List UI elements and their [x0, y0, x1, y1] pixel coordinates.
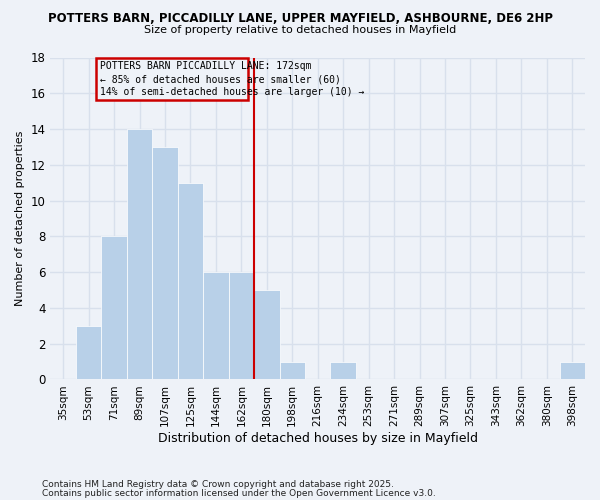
Text: ← 85% of detached houses are smaller (60): ← 85% of detached houses are smaller (60…: [100, 74, 341, 84]
Bar: [331, 362, 356, 380]
Text: POTTERS BARN PICCADILLY LANE: 172sqm: POTTERS BARN PICCADILLY LANE: 172sqm: [100, 61, 311, 71]
Bar: [76, 326, 101, 380]
Bar: [152, 147, 178, 380]
Bar: [178, 182, 203, 380]
Text: POTTERS BARN, PICCADILLY LANE, UPPER MAYFIELD, ASHBOURNE, DE6 2HP: POTTERS BARN, PICCADILLY LANE, UPPER MAY…: [47, 12, 553, 26]
X-axis label: Distribution of detached houses by size in Mayfield: Distribution of detached houses by size …: [158, 432, 478, 445]
Text: Size of property relative to detached houses in Mayfield: Size of property relative to detached ho…: [144, 25, 456, 35]
Text: Contains HM Land Registry data © Crown copyright and database right 2025.: Contains HM Land Registry data © Crown c…: [42, 480, 394, 489]
Bar: [560, 362, 585, 380]
Bar: [101, 236, 127, 380]
FancyBboxPatch shape: [96, 58, 248, 100]
Text: 14% of semi-detached houses are larger (10) →: 14% of semi-detached houses are larger (…: [100, 88, 364, 98]
Bar: [127, 129, 152, 380]
Y-axis label: Number of detached properties: Number of detached properties: [15, 131, 25, 306]
Bar: [229, 272, 254, 380]
Text: Contains public sector information licensed under the Open Government Licence v3: Contains public sector information licen…: [42, 490, 436, 498]
Bar: [280, 362, 305, 380]
Bar: [254, 290, 280, 380]
Bar: [203, 272, 229, 380]
